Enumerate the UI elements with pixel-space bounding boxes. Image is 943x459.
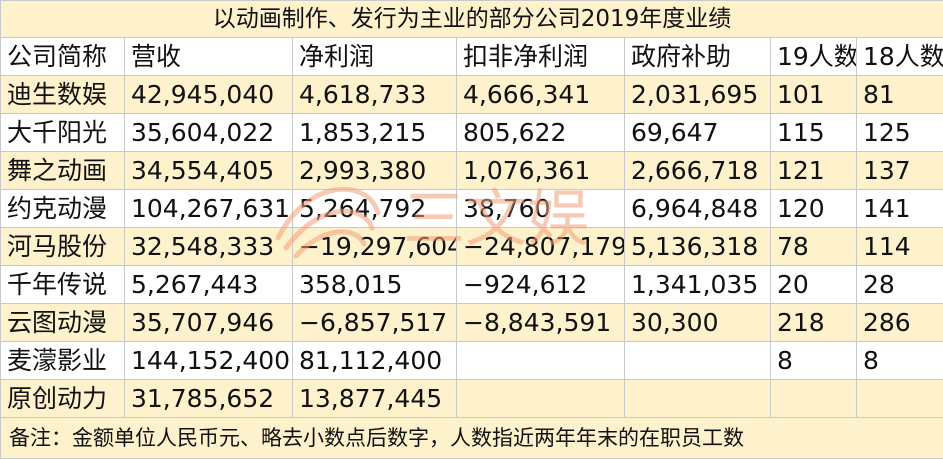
cell-revenue: 5,267,443 [125, 266, 293, 304]
cell-government-subsidy: 2,666,718 [625, 152, 771, 190]
cell-company: 迪生数娱 [1, 76, 125, 114]
cell-staff-2019: 218 [771, 304, 857, 342]
cell-revenue: 144,152,400 [125, 342, 293, 380]
cell-net-profit: 4,618,733 [293, 76, 457, 114]
cell-adjusted-net-profit: 38,760 [457, 190, 625, 228]
table-title: 以动画制作、发行为主业的部分公司2019年度业绩 [1, 1, 943, 38]
cell-staff-2018 [857, 380, 943, 418]
cell-company: 河马股份 [1, 228, 125, 266]
cell-net-profit: 5,264,792 [293, 190, 457, 228]
cell-adjusted-net-profit: 805,622 [457, 114, 625, 152]
header-adjusted-net-profit: 扣非净利润 [457, 38, 625, 76]
cell-company: 舞之动画 [1, 152, 125, 190]
cell-staff-2019: 78 [771, 228, 857, 266]
cell-government-subsidy: 6,964,848 [625, 190, 771, 228]
cell-government-subsidy: 2,031,695 [625, 76, 771, 114]
cell-staff-2018: 81 [857, 76, 943, 114]
cell-government-subsidy: 5,136,318 [625, 228, 771, 266]
cell-staff-2018: 114 [857, 228, 943, 266]
cell-net-profit: 13,877,445 [293, 380, 457, 418]
cell-revenue: 104,267,631 [125, 190, 293, 228]
cell-revenue: 35,707,946 [125, 304, 293, 342]
cell-staff-2018: 28 [857, 266, 943, 304]
cell-company: 原创动力 [1, 380, 125, 418]
cell-net-profit: 81,112,400 [293, 342, 457, 380]
cell-staff-2019: 121 [771, 152, 857, 190]
cell-adjusted-net-profit: −924,612 [457, 266, 625, 304]
cell-company: 约克动漫 [1, 190, 125, 228]
cell-staff-2018: 8 [857, 342, 943, 380]
cell-government-subsidy [625, 342, 771, 380]
cell-company: 云图动漫 [1, 304, 125, 342]
cell-government-subsidy [625, 380, 771, 418]
cell-staff-2018: 286 [857, 304, 943, 342]
cell-adjusted-net-profit: 1,076,361 [457, 152, 625, 190]
cell-adjusted-net-profit [457, 380, 625, 418]
cell-staff-2019: 120 [771, 190, 857, 228]
cell-revenue: 42,945,040 [125, 76, 293, 114]
cell-adjusted-net-profit: −8,843,591 [457, 304, 625, 342]
cell-government-subsidy: 69,647 [625, 114, 771, 152]
header-row: 公司简称 营收 净利润 扣非净利润 政府补助 19人数 18人数 [1, 38, 943, 76]
header-government-subsidy: 政府补助 [625, 38, 771, 76]
header-net-profit: 净利润 [293, 38, 457, 76]
cell-net-profit: −19,297,604 [293, 228, 457, 266]
cell-staff-2018: 125 [857, 114, 943, 152]
cell-staff-2019: 20 [771, 266, 857, 304]
cell-revenue: 31,785,652 [125, 380, 293, 418]
cell-adjusted-net-profit: 4,666,341 [457, 76, 625, 114]
cell-net-profit: 1,853,215 [293, 114, 457, 152]
cell-staff-2019: 8 [771, 342, 857, 380]
cell-revenue: 35,604,022 [125, 114, 293, 152]
header-staff-2019: 19人数 [771, 38, 857, 76]
header-revenue: 营收 [125, 38, 293, 76]
cell-net-profit: −6,857,517 [293, 304, 457, 342]
cell-government-subsidy: 1,341,035 [625, 266, 771, 304]
header-company: 公司简称 [1, 38, 125, 76]
cell-company: 千年传说 [1, 266, 125, 304]
cell-company: 麦濛影业 [1, 342, 125, 380]
cell-adjusted-net-profit [457, 342, 625, 380]
cell-company: 大千阳光 [1, 114, 125, 152]
cell-government-subsidy: 30,300 [625, 304, 771, 342]
cell-staff-2019: 115 [771, 114, 857, 152]
header-staff-2018: 18人数 [857, 38, 943, 76]
cell-adjusted-net-profit: −24,807,179 [457, 228, 625, 266]
cell-net-profit: 358,015 [293, 266, 457, 304]
cell-staff-2019: 101 [771, 76, 857, 114]
cell-net-profit: 2,993,380 [293, 152, 457, 190]
cell-revenue: 32,548,333 [125, 228, 293, 266]
cell-revenue: 34,554,405 [125, 152, 293, 190]
cell-staff-2018: 137 [857, 152, 943, 190]
cell-staff-2018: 141 [857, 190, 943, 228]
table-note: 备注：金额单位人民币元、略去小数点后数字，人数指近两年年末的在职员工数 [1, 418, 943, 459]
cell-staff-2019 [771, 380, 857, 418]
